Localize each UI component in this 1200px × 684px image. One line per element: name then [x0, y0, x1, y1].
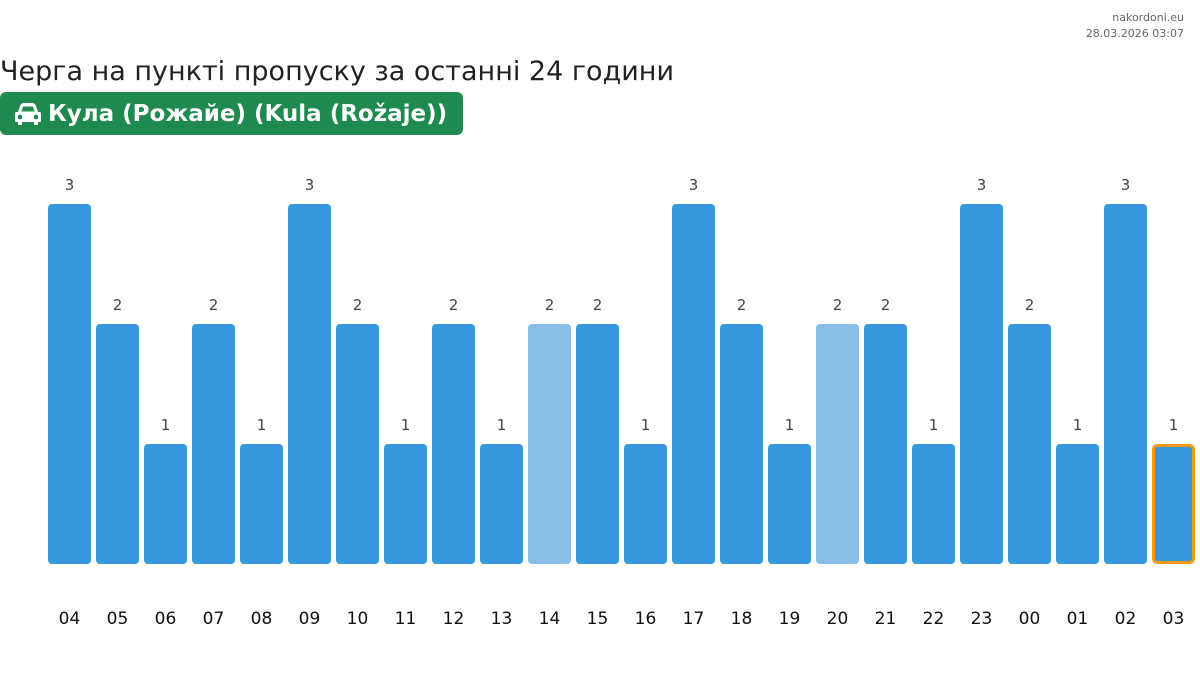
source-site: nakordoni.eu — [1112, 11, 1184, 24]
bar-04 — [48, 204, 91, 564]
bar-07 — [192, 324, 235, 564]
category-label-22: 22 — [923, 609, 945, 629]
checkpoint-name: Кула (Рожайе) (Kula (Rožaje)) — [48, 100, 448, 127]
value-label-11: 1 — [401, 416, 411, 434]
category-label-23: 23 — [971, 609, 993, 629]
source-info: nakordoni.eu 28.03.2026 03:07 — [1086, 10, 1184, 42]
bar-19 — [768, 444, 811, 564]
value-label-18: 2 — [737, 296, 747, 314]
bar-15 — [576, 324, 619, 564]
value-label-00: 2 — [1025, 296, 1035, 314]
category-label-04: 04 — [59, 609, 81, 629]
value-label-03: 1 — [1169, 416, 1179, 434]
value-label-06: 1 — [161, 416, 171, 434]
category-label-21: 21 — [875, 609, 897, 629]
bar-17 — [672, 204, 715, 564]
chart-title: Черга на пункті пропуску за останні 24 г… — [0, 56, 674, 87]
category-label-19: 19 — [779, 609, 801, 629]
value-label-14: 2 — [545, 296, 555, 314]
category-label-07: 07 — [203, 609, 225, 629]
bar-03 — [1152, 444, 1195, 564]
bar-22 — [912, 444, 955, 564]
bar-14 — [528, 324, 571, 564]
timestamp: 28.03.2026 03:07 — [1085, 27, 1184, 40]
category-label-06: 06 — [155, 609, 177, 629]
bar-21 — [864, 324, 907, 564]
value-label-09: 3 — [305, 176, 315, 194]
value-label-17: 3 — [689, 176, 699, 194]
bar-20 — [816, 324, 859, 564]
category-label-01: 01 — [1067, 609, 1089, 629]
category-label-08: 08 — [251, 609, 273, 629]
value-label-21: 2 — [881, 296, 891, 314]
bar-16 — [624, 444, 667, 564]
category-label-10: 10 — [347, 609, 369, 629]
checkpoint-badge: Кула (Рожайе) (Kula (Rožaje)) — [0, 92, 464, 135]
bar-09 — [288, 204, 331, 564]
value-label-20: 2 — [833, 296, 843, 314]
bar-06 — [144, 444, 187, 564]
category-label-11: 11 — [395, 609, 417, 629]
value-label-08: 1 — [257, 416, 267, 434]
category-label-18: 18 — [731, 609, 753, 629]
category-label-15: 15 — [587, 609, 609, 629]
category-label-17: 17 — [683, 609, 705, 629]
bar-00 — [1008, 324, 1051, 564]
category-label-02: 02 — [1115, 609, 1137, 629]
car-icon — [14, 102, 42, 126]
value-label-15: 2 — [593, 296, 603, 314]
value-label-10: 2 — [353, 296, 363, 314]
value-label-16: 1 — [641, 416, 651, 434]
value-label-23: 3 — [977, 176, 987, 194]
value-label-05: 2 — [113, 296, 123, 314]
bar-12 — [432, 324, 475, 564]
category-label-00: 00 — [1019, 609, 1041, 629]
bar-10 — [336, 324, 379, 564]
category-label-20: 20 — [827, 609, 849, 629]
category-label-09: 09 — [299, 609, 321, 629]
value-label-19: 1 — [785, 416, 795, 434]
value-label-22: 1 — [929, 416, 939, 434]
value-label-13: 1 — [497, 416, 507, 434]
category-label-16: 16 — [635, 609, 657, 629]
category-label-05: 05 — [107, 609, 129, 629]
category-label-03: 03 — [1163, 609, 1185, 629]
value-label-07: 2 — [209, 296, 219, 314]
bar-01 — [1056, 444, 1099, 564]
value-label-12: 2 — [449, 296, 459, 314]
bar-05 — [96, 324, 139, 564]
bar-18 — [720, 324, 763, 564]
bar-13 — [480, 444, 523, 564]
value-label-02: 3 — [1121, 176, 1131, 194]
bar-08 — [240, 444, 283, 564]
category-label-14: 14 — [539, 609, 561, 629]
category-label-13: 13 — [491, 609, 513, 629]
bar-11 — [384, 444, 427, 564]
bar-02 — [1104, 204, 1147, 564]
value-label-01: 1 — [1073, 416, 1083, 434]
bar-23 — [960, 204, 1003, 564]
value-label-04: 3 — [65, 176, 75, 194]
category-label-12: 12 — [443, 609, 465, 629]
